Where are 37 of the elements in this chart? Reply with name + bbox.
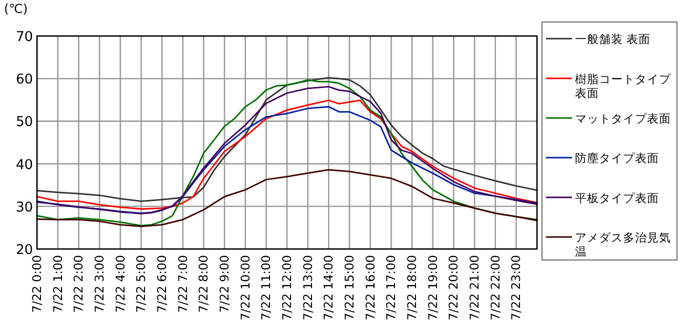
y-tick-label: 50	[16, 114, 33, 130]
x-tick-label: 7/22 21:00	[468, 255, 482, 320]
x-tick-label: 7/22 6:00	[155, 255, 169, 313]
x-tick-label: 7/22 1:00	[50, 255, 65, 313]
y-tick-label: 20	[16, 242, 33, 258]
x-tick-label: 7/22 12:00	[280, 255, 294, 320]
y-tick-label: 60	[16, 72, 33, 88]
x-tick-label: 7/22 0:00	[30, 255, 44, 313]
legend-label: マットタイプ表面	[575, 111, 671, 126]
x-tick-label: 7/22 14:00	[322, 255, 336, 320]
x-tick-label: 7/22 19:00	[426, 255, 440, 320]
y-axis-title: (℃)	[4, 1, 28, 16]
x-tick-label: 7/22 9:00	[218, 255, 232, 313]
x-tick-label: 7/22 22:00	[488, 255, 502, 320]
x-tick-label: 7/22 11:00	[259, 255, 274, 320]
legend-label: 防塵タイプ表面	[575, 151, 659, 166]
x-tick-label: 7/22 3:00	[92, 255, 106, 313]
x-tick-label: 7/22 8:00	[196, 255, 211, 313]
x-tick-label: 7/22 16:00	[363, 255, 378, 320]
legend-label: アメダス多治見気温	[575, 230, 671, 258]
x-tick-label: 7/22 15:00	[342, 255, 356, 320]
legend-label: 平板タイプ表面	[575, 190, 659, 205]
y-tick-label: 70	[16, 29, 33, 45]
x-tick-label: 7/22 20:00	[446, 255, 461, 320]
y-tick-label: 30	[16, 199, 33, 216]
x-tick-label: 7/22 7:00	[176, 255, 190, 313]
x-tick-label: 7/22 17:00	[384, 255, 398, 320]
x-tick-label: 7/22 10:00	[238, 255, 252, 320]
x-tick-label: 7/22 2:00	[72, 255, 86, 313]
legend-label: 一般舗装 表面	[575, 32, 651, 46]
x-tick-label: 7/22 18:00	[405, 255, 419, 320]
x-tick-label: 7/22 13:00	[300, 255, 315, 320]
x-tick-label: 7/22 5:00	[134, 255, 148, 313]
x-tick-label: 7/22 4:00	[113, 255, 128, 313]
x-tick-label: 7/22 23:00	[509, 255, 524, 320]
legend-label: 樹脂コートタイプ表面	[575, 72, 672, 100]
y-tick-label: 40	[16, 156, 33, 173]
